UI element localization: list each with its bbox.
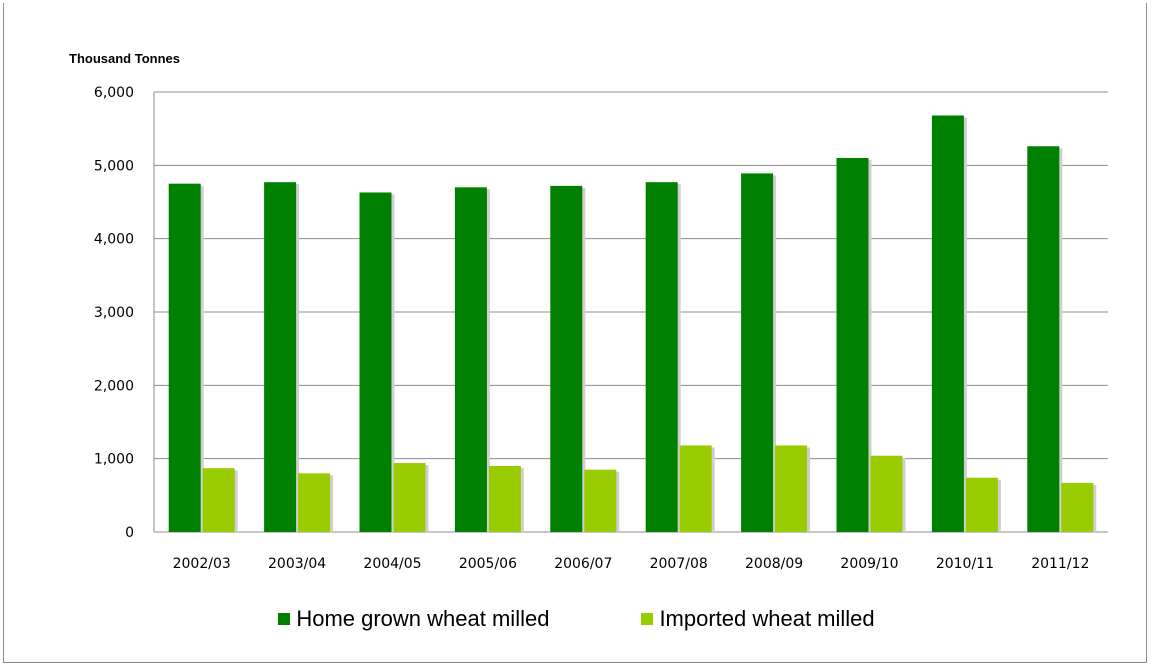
bar	[454, 187, 487, 533]
y-tick-label: 0	[125, 525, 134, 541]
y-tick-label: 5,000	[94, 158, 134, 174]
y-tick-label: 3,000	[94, 305, 134, 321]
legend-item-imported: Imported wheat milled	[641, 606, 875, 632]
x-tick-label: 2003/04	[268, 556, 326, 572]
bar	[584, 469, 617, 532]
x-tick-label: 2011/12	[1031, 556, 1089, 572]
legend-label-home-grown: Home grown wheat milled	[296, 606, 550, 631]
legend: Home grown wheat milled Imported wheat m…	[0, 606, 1153, 632]
legend-swatch-imported	[641, 613, 654, 625]
bar	[965, 477, 998, 532]
legend-item-home-grown: Home grown wheat milled	[278, 606, 549, 632]
x-tick-label: 2005/06	[459, 556, 517, 572]
bar	[393, 463, 426, 532]
bar	[741, 173, 774, 532]
bar	[168, 183, 201, 532]
bar	[931, 115, 964, 532]
bar	[870, 455, 903, 532]
bar	[1061, 482, 1094, 532]
y-tick-label: 4,000	[94, 232, 134, 248]
bar	[775, 445, 808, 532]
bar	[264, 182, 297, 532]
x-tick-label: 2009/10	[840, 556, 898, 572]
bar	[488, 466, 521, 532]
bar	[550, 185, 583, 532]
x-tick-label: 2002/03	[173, 556, 231, 572]
y-tick-label: 2,000	[94, 378, 134, 394]
legend-label-imported: Imported wheat milled	[659, 606, 875, 631]
y-tick-label: 6,000	[94, 85, 134, 101]
x-tick-label: 2008/09	[745, 556, 803, 572]
legend-swatch-home-grown	[278, 613, 291, 625]
x-tick-label: 2006/07	[554, 556, 612, 572]
x-tick-label: 2007/08	[650, 556, 708, 572]
bar	[359, 192, 392, 532]
bar-chart: 0 1,000 2,000 3,000 4,000 5,000 6,000 2002/03 20…	[94, 85, 1108, 572]
bar	[1027, 146, 1060, 532]
bar	[836, 158, 869, 532]
bar	[645, 182, 678, 532]
bar	[298, 473, 331, 532]
bar	[679, 445, 712, 532]
y-axis-unit-label: Thousand Tonnes	[69, 51, 180, 66]
bar	[202, 468, 235, 532]
x-tick-label: 2010/11	[936, 556, 994, 572]
y-tick-label: 1,000	[94, 452, 134, 468]
x-tick-label: 2004/05	[363, 556, 421, 572]
